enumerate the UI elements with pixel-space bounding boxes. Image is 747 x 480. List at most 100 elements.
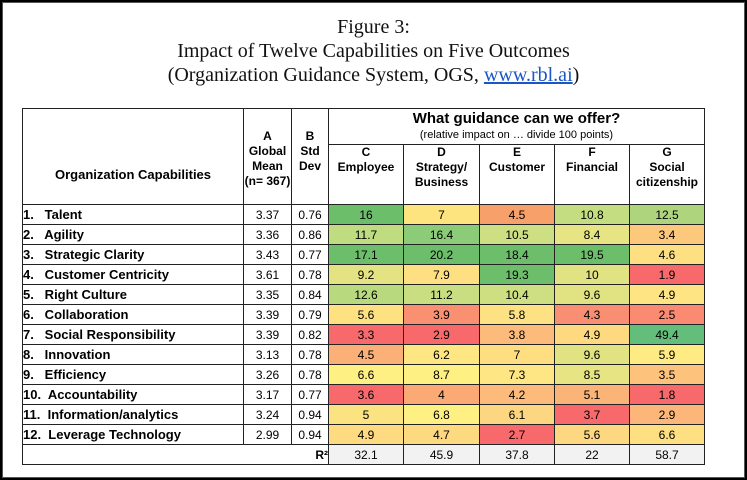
table-row: 12. Leverage Technology 2.99 0.94 4.9 4.7 2.7… [22, 424, 705, 445]
r2-value: 22 [554, 444, 630, 465]
global-mean-cell: 3.17 [243, 384, 292, 405]
r2-label: R² [22, 444, 329, 465]
std-dev-cell: 0.77 [291, 384, 329, 405]
table-row: 7. Social Responsibility 3.39 0.82 3.3 2.9 3.… [22, 324, 705, 345]
impact-cell: 3.7 [554, 404, 630, 425]
global-mean-cell: 3.26 [243, 364, 292, 385]
r2-row: R² 32.1 45.9 37.8 22 58.7 [22, 444, 705, 465]
header-cap-top [22, 108, 244, 145]
impact-cell: 4.9 [328, 424, 404, 445]
impact-cell: 3.3 [328, 324, 404, 345]
impact-cell: 8.7 [403, 364, 480, 385]
std-dev-cell: 0.77 [291, 244, 329, 265]
impact-cell: 5.6 [554, 424, 630, 445]
impact-cell: 10.8 [554, 204, 630, 225]
figure-source: (Organization Guidance System, OGS, www.… [167, 64, 580, 86]
capability-name: 2. Agility [22, 224, 244, 245]
impact-cell: 4 [403, 384, 480, 405]
impact-cell: 9.2 [328, 264, 404, 285]
impact-cell: 1.8 [629, 384, 705, 405]
impact-cell: 3.8 [479, 324, 555, 345]
guidance-header: What guidance can we offer? (relative im… [328, 108, 705, 145]
impact-cell: 49.4 [629, 324, 705, 345]
r2-value: 37.8 [479, 444, 555, 465]
table-row: 11. Information/analytics 3.24 0.94 5 6.8 6.1… [22, 404, 705, 425]
capability-name: 6. Collaboration [22, 304, 244, 325]
rbl-link[interactable]: www.rbl.ai [483, 64, 573, 86]
impact-cell: 6.1 [479, 404, 555, 425]
table-row: 10. Accountability 3.17 0.77 3.6 4 4.2 5.1 1.8 [22, 384, 705, 405]
impact-cell: 3.5 [629, 364, 705, 385]
header-outcome-financial: F Financial [554, 144, 630, 205]
impact-cell: 5.6 [328, 304, 404, 325]
global-mean-cell: 3.39 [243, 304, 292, 325]
impact-cell: 9.6 [554, 344, 630, 365]
std-dev-cell: 0.94 [291, 404, 329, 425]
impact-cell: 12.5 [629, 204, 705, 225]
std-dev-cell: 0.84 [291, 284, 329, 305]
r2-value: 32.1 [328, 444, 404, 465]
impact-cell: 3.9 [403, 304, 480, 325]
std-dev-cell: 0.76 [291, 204, 329, 225]
impact-cell: 4.5 [328, 344, 404, 365]
capability-name: 7. Social Responsibility [22, 324, 244, 345]
header-outcome-social: G Social citizenship [629, 144, 705, 205]
global-mean-cell: 3.35 [243, 284, 292, 305]
r2-value: 45.9 [403, 444, 480, 465]
impact-cell: 2.5 [629, 304, 705, 325]
capability-name: 4. Customer Centricity [22, 264, 244, 285]
capability-name: 8. Innovation [22, 344, 244, 365]
impact-cell: 5.8 [479, 304, 555, 325]
impact-cell: 2.9 [629, 404, 705, 425]
impact-cell: 19.5 [554, 244, 630, 265]
table-row: 4. Customer Centricity 3.61 0.78 9.2 7.9 19.3… [22, 264, 705, 285]
impact-cell: 4.7 [403, 424, 480, 445]
header-outcome-employee: C Employee [328, 144, 404, 205]
global-mean-cell: 3.43 [243, 244, 292, 265]
impact-cell: 5.9 [629, 344, 705, 365]
table-row: 8. Innovation 3.13 0.78 4.5 6.2 7 9.6 5.9 [22, 344, 705, 365]
impact-cell: 9.6 [554, 284, 630, 305]
global-mean-cell: 3.13 [243, 344, 292, 365]
capability-name: 1. Talent [22, 204, 244, 225]
impact-cell: 7.3 [479, 364, 555, 385]
figure-title: Figure 3: Impact of Twelve Capabilities … [3, 15, 744, 87]
impact-cell: 6.6 [328, 364, 404, 385]
table-row: 5. Right Culture 3.35 0.84 12.6 11.2 10.4 9.6 4… [22, 284, 705, 305]
global-mean-cell: 2.99 [243, 424, 292, 445]
impact-cell: 6.8 [403, 404, 480, 425]
capability-name: 10. Accountability [22, 384, 244, 405]
impact-cell: 5.1 [554, 384, 630, 405]
impact-cell: 7 [403, 204, 480, 225]
table-body: 1. Talent 3.37 0.76 16 7 4.5 10.8 12.5 2. Agilit… [22, 204, 705, 465]
figure-heading: Impact of Twelve Capabilities on Five Ou… [177, 40, 570, 62]
std-dev-cell: 0.78 [291, 364, 329, 385]
impact-cell: 19.3 [479, 264, 555, 285]
r2-value: 58.7 [629, 444, 705, 465]
capability-name: 12. Leverage Technology [22, 424, 244, 445]
impact-cell: 18.4 [479, 244, 555, 265]
impact-cell: 4.5 [479, 204, 555, 225]
table-row: 6. Collaboration 3.39 0.79 5.6 3.9 5.8 4.3 2.5 [22, 304, 705, 325]
global-mean-cell: 3.36 [243, 224, 292, 245]
impact-cell: 17.1 [328, 244, 404, 265]
table-row: 3. Strategic Clarity 3.43 0.77 17.1 20.2 18.4… [22, 244, 705, 265]
capability-name: 3. Strategic Clarity [22, 244, 244, 265]
capability-name: 9. Efficiency [22, 364, 244, 385]
impact-cell: 8.5 [554, 364, 630, 385]
impact-cell: 3.4 [629, 224, 705, 245]
std-dev-cell: 0.94 [291, 424, 329, 445]
impact-cell: 8.4 [554, 224, 630, 245]
impact-cell: 2.7 [479, 424, 555, 445]
impact-cell: 20.2 [403, 244, 480, 265]
impact-cell: 12.6 [328, 284, 404, 305]
impact-cell: 10.5 [479, 224, 555, 245]
impact-cell: 3.6 [328, 384, 404, 405]
header-a-top [243, 108, 292, 145]
std-dev-cell: 0.82 [291, 324, 329, 345]
std-dev-cell: 0.78 [291, 344, 329, 365]
impact-cell: 16 [328, 204, 404, 225]
impact-cell: 4.9 [554, 324, 630, 345]
global-mean-cell: 3.61 [243, 264, 292, 285]
